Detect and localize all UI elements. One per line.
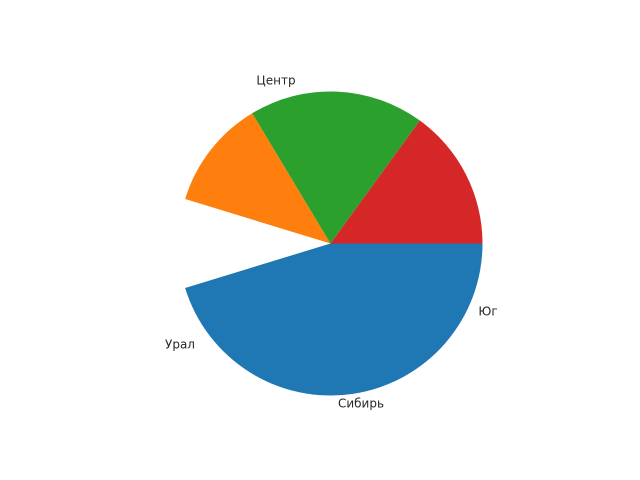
pie-slice-label-2: Сибирь — [337, 396, 385, 411]
pie-slice-label-3: Юг — [478, 304, 498, 319]
pie-slice-0[interactable] — [185, 243, 483, 396]
pie-slice-3[interactable] — [330, 120, 483, 244]
pie-slice-label-1: Урал — [165, 337, 195, 352]
pie-slice-2[interactable] — [252, 91, 420, 244]
pie-wedge-group — [185, 91, 483, 396]
pie-slice-1[interactable] — [185, 113, 331, 244]
pie-slice-label-0: Центр — [256, 73, 296, 88]
